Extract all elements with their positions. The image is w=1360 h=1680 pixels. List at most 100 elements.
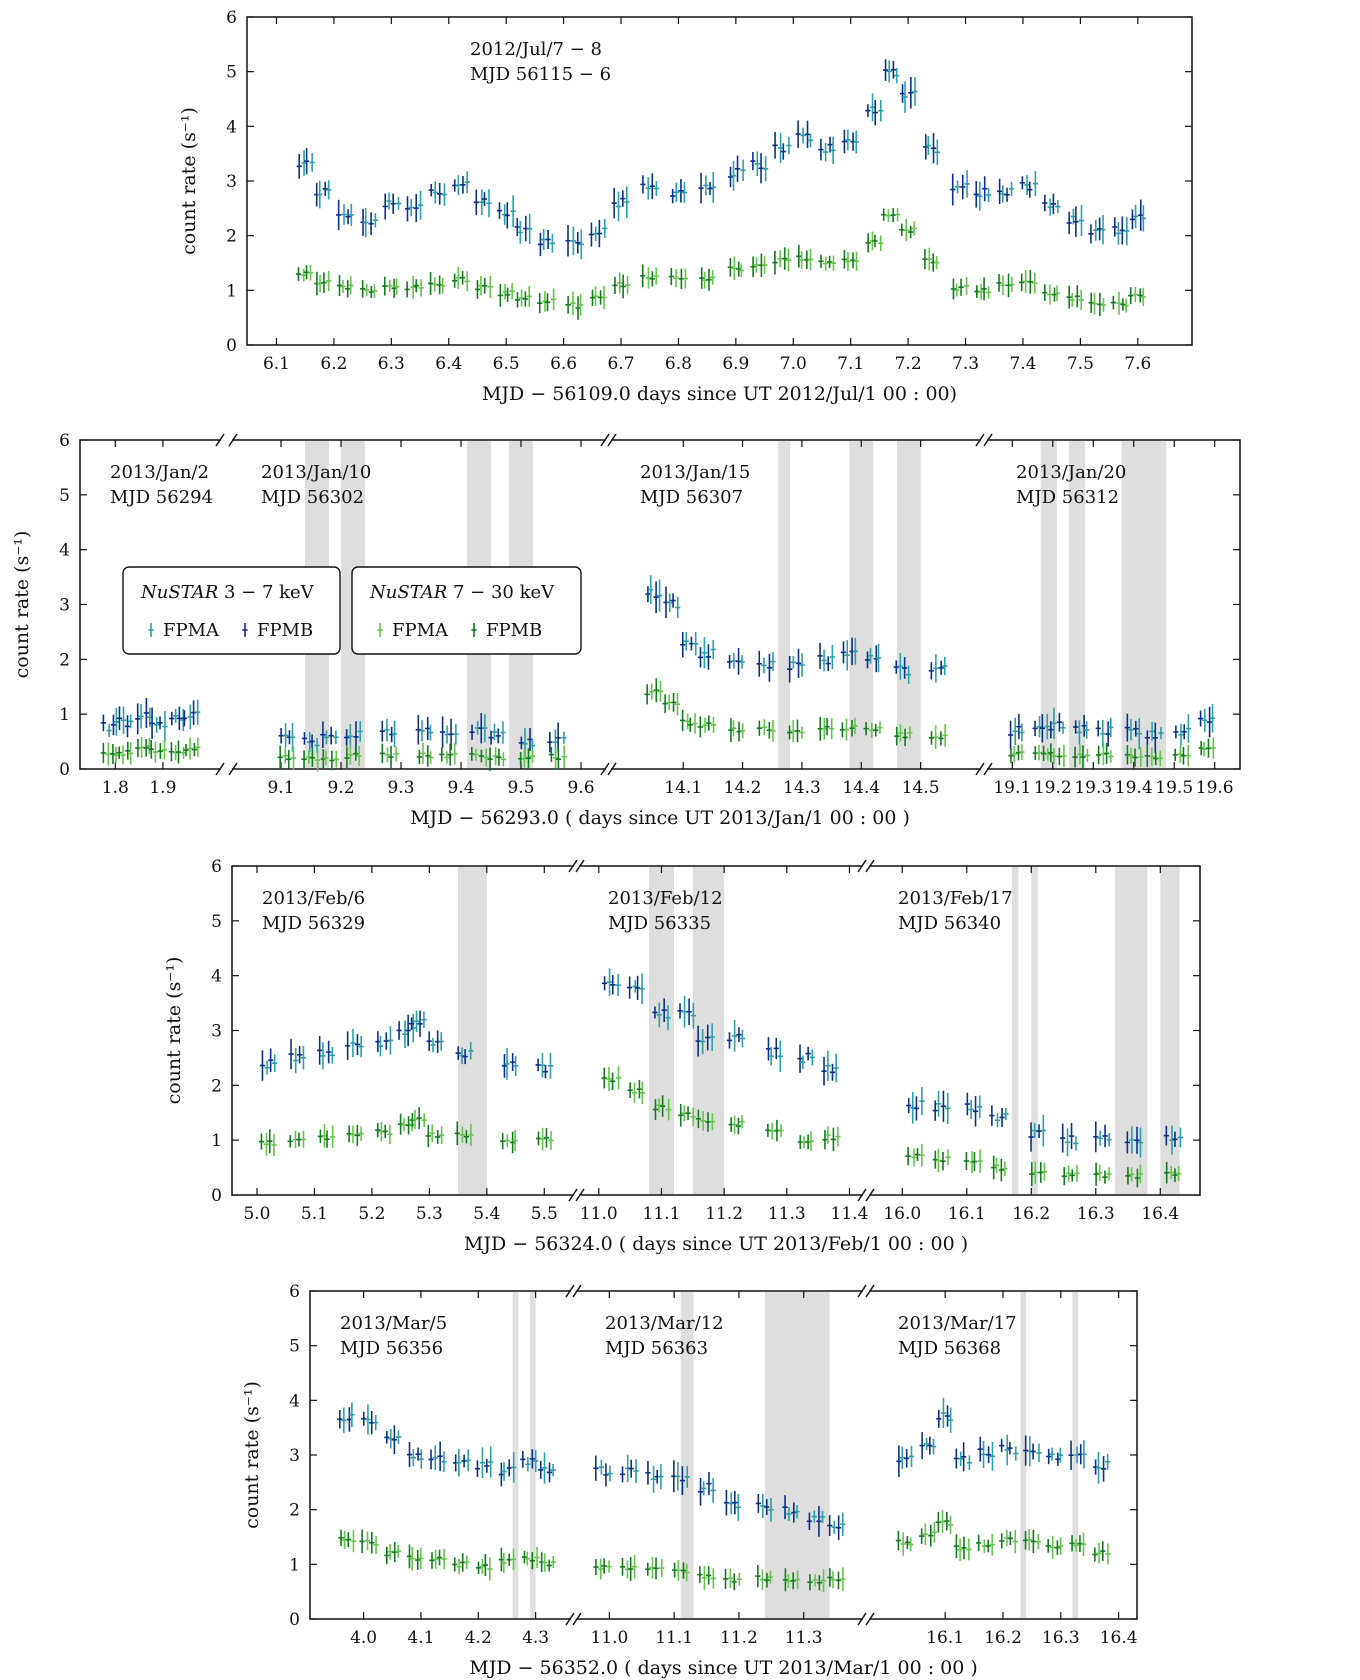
x-tick-label: 7.2 xyxy=(895,354,922,374)
legend-frame xyxy=(122,566,341,655)
segment-3: 14.1 14.2 14.3 14.4 14.5 2013/Jan/15 MJD 56307 xyxy=(640,440,948,798)
observation-label: 2013/Feb/17 xyxy=(898,888,1013,909)
axis-break-mark xyxy=(572,1284,582,1298)
x-tick-label: 6.4 xyxy=(435,354,462,374)
axis-break-gap xyxy=(571,1288,576,1294)
x-tick-label: 11.3 xyxy=(768,1204,806,1224)
shaded-interval xyxy=(1011,867,1019,1194)
x-tick-label: 16.0 xyxy=(883,1204,921,1224)
x-tick-label: 16.1 xyxy=(926,1628,964,1648)
y-tick-label: 1 xyxy=(59,705,70,725)
panel-2: 0 1 2 3 4 5 6 count rate (s⁻¹) MJD − 56293.0 ( d… xyxy=(11,431,1241,829)
x-tick-label: 11.1 xyxy=(643,1204,681,1224)
observation-label: MJD 56307 xyxy=(640,487,743,508)
segment-3: 16.1 16.2 16.3 16.4 2013/Mar/17 MJD 56368 xyxy=(895,1291,1138,1648)
y-tick-label: 3 xyxy=(59,596,70,616)
shaded-interval xyxy=(1040,441,1057,768)
axis-break-mark xyxy=(865,1284,875,1298)
y-axis-label: count rate (s⁻¹) xyxy=(163,957,185,1105)
x-tick-label: 6.6 xyxy=(550,354,577,374)
axis-break-mark xyxy=(565,1612,575,1626)
x-tick-label: 9.2 xyxy=(327,778,354,798)
axis-break-mark xyxy=(600,433,610,447)
axis-break-gap xyxy=(574,863,579,869)
observation-label: MJD 56302 xyxy=(261,487,364,508)
shaded-interval xyxy=(1031,867,1038,1194)
panel-3: 0 1 2 3 4 5 6 count rate (s⁻¹) MJD − 56324.0 ( d… xyxy=(163,857,1201,1255)
shaded-interval xyxy=(458,867,487,1194)
shaded-interval xyxy=(1121,441,1167,768)
segment-1: 5.0 5.1 5.2 5.3 5.4 5.5 2013/Feb/6 MJD 56329 xyxy=(243,866,558,1224)
axis-break-gap xyxy=(863,863,869,869)
axis-break-gap xyxy=(574,1192,579,1198)
axis-break-mark xyxy=(607,762,617,776)
axis-break-mark xyxy=(575,859,585,873)
axis-break-gap xyxy=(606,766,611,772)
x-tick-label: 6.1 xyxy=(263,354,290,374)
axis-break-mark xyxy=(857,1284,867,1298)
x-tick-label: 11.2 xyxy=(705,1204,743,1224)
x-tick-label: 14.2 xyxy=(724,778,762,798)
x-tick-label: 11.3 xyxy=(785,1628,823,1648)
legend-item-fpma: FPMA xyxy=(392,620,449,641)
y-tick-label: 3 xyxy=(226,172,237,192)
y-tick-label: 1 xyxy=(226,281,237,301)
x-tick-label: 19.6 xyxy=(1196,778,1234,798)
observation-label: MJD 56294 xyxy=(110,487,213,508)
axis-break-gap xyxy=(221,766,232,772)
observation-label: 2013/Jan/10 xyxy=(261,462,371,483)
x-tick-label: 16.1 xyxy=(948,1204,986,1224)
x-tick-label: 14.1 xyxy=(664,778,702,798)
segment-2: 11.0 11.1 11.2 11.3 2013/Mar/12 MJD 56363 xyxy=(590,1291,846,1648)
y-tick-label: 2 xyxy=(226,227,237,247)
y-tick-label: 2 xyxy=(289,1501,300,1521)
x-tick-label: 16.2 xyxy=(1012,1204,1050,1224)
axis-break-mark xyxy=(215,433,225,447)
shaded-interval xyxy=(778,441,791,768)
x-tick-label: 14.5 xyxy=(902,778,940,798)
y-axis-label: count rate (s⁻¹) xyxy=(241,1381,263,1529)
observation-label: MJD 56335 xyxy=(608,913,711,934)
x-tick-label: 11.0 xyxy=(580,1204,618,1224)
axis-break-gap xyxy=(863,1288,869,1294)
observation-label: 2013/Feb/12 xyxy=(608,888,723,909)
segment-1: 4.0 4.1 4.2 4.3 2013/Mar/5 MJD 56356 xyxy=(337,1291,556,1648)
x-tick-label: 7.5 xyxy=(1067,354,1094,374)
axis-break-mark xyxy=(857,1188,867,1202)
legend-mission-name: NuSTAR xyxy=(140,582,224,603)
x-tick-label: 6.3 xyxy=(378,354,405,374)
shaded-interval xyxy=(680,1292,694,1618)
x-tick-label: 5.2 xyxy=(358,1204,385,1224)
x-tick-label: 11.2 xyxy=(720,1628,758,1648)
shaded-interval xyxy=(1160,867,1180,1194)
y-tick-label: 0 xyxy=(211,1186,222,1206)
y-axis-label: count rate (s⁻¹) xyxy=(178,107,200,255)
observation-label: 2013/Mar/17 xyxy=(898,1313,1017,1334)
axis-break-mark xyxy=(865,1612,875,1626)
x-tick-label: 19.4 xyxy=(1115,778,1153,798)
observation-label: 2013/Feb/6 xyxy=(262,888,365,909)
x-tick-label: 6.7 xyxy=(607,354,634,374)
x-tick-label: 19.2 xyxy=(1034,778,1072,798)
x-tick-label: 6.9 xyxy=(722,354,749,374)
x-tick-label: 7.3 xyxy=(952,354,979,374)
x-tick-label: 19.1 xyxy=(993,778,1031,798)
x-tick-label: 16.2 xyxy=(984,1628,1022,1648)
axis-break-gap xyxy=(981,766,987,772)
y-tick-label: 2 xyxy=(211,1076,222,1096)
x-tick-label: 4.2 xyxy=(465,1628,492,1648)
legend-mission-name: NuSTAR xyxy=(369,582,453,603)
segment-1: 6.1 6.2 6.3 6.4 6.5 6.6 6.7 6.8 6.9 7.0 7.1 7.2 7.3 7… xyxy=(263,17,1151,374)
axis-break-gap xyxy=(981,437,987,443)
shaded-interval xyxy=(849,441,874,768)
x-axis-label: MJD − 56109.0 days since UT 2012/Jul/1 0… xyxy=(482,383,957,405)
x-axis-label: MJD − 56293.0 ( days since UT 2013/Jan/1… xyxy=(410,807,910,829)
legend-item-fpmb: FPMB xyxy=(257,620,313,641)
x-tick-label: 5.5 xyxy=(531,1204,558,1224)
x-tick-label: 4.3 xyxy=(522,1628,549,1648)
y-tick-label: 6 xyxy=(289,1282,300,1302)
y-tick-label: 4 xyxy=(59,541,70,561)
